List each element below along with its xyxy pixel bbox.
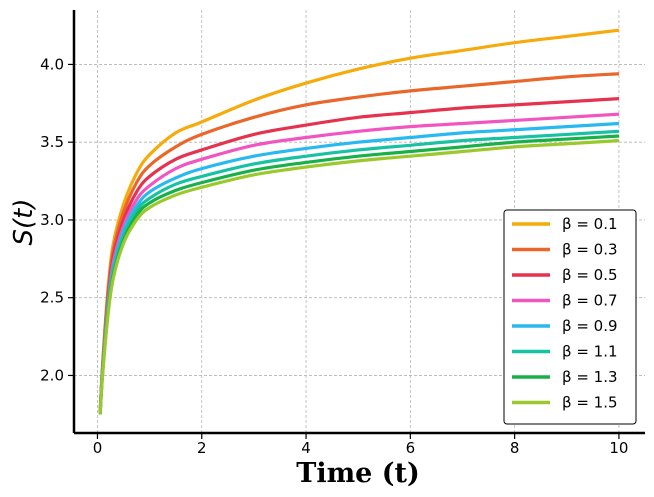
y-ticks: 2.0 2.5 3.0 3.5 4.0 xyxy=(40,55,74,384)
legend-label: β = 1.3 xyxy=(562,368,618,386)
x-tick-label: 0 xyxy=(93,439,103,457)
x-tick-label: 6 xyxy=(406,439,416,457)
y-tick-label: 3.0 xyxy=(40,211,64,229)
x-tick-label: 8 xyxy=(510,439,520,457)
legend-label: β = 0.3 xyxy=(562,241,618,259)
legend-box xyxy=(503,209,637,425)
axes xyxy=(72,10,645,435)
x-axis-label: Time (t) xyxy=(296,458,420,489)
legend-label: β = 1.1 xyxy=(562,343,618,361)
legend: β = 0.1 β = 0.3 β = 0.5 β = 0.7 β = 0.9 β = 1… xyxy=(503,209,637,425)
legend-label: β = 1.5 xyxy=(562,394,618,412)
legend-label: β = 0.1 xyxy=(562,215,618,233)
legend-label: β = 0.7 xyxy=(562,292,618,310)
y-tick-label: 4.0 xyxy=(40,55,64,73)
x-tick-label: 10 xyxy=(609,439,628,457)
legend-label: β = 0.9 xyxy=(562,317,618,335)
y-tick-label: 3.5 xyxy=(40,133,64,151)
series-line-7 xyxy=(98,139,620,415)
y-tick-label: 2.0 xyxy=(40,366,64,384)
x-tick-label: 2 xyxy=(197,439,207,457)
series-lines xyxy=(98,28,620,415)
y-tick-label: 2.5 xyxy=(40,289,64,307)
y-axis-label: S(t) xyxy=(9,199,39,246)
x-tick-label: 4 xyxy=(301,439,311,457)
legend-label: β = 0.5 xyxy=(562,266,618,284)
x-ticks: 0 2 4 6 8 10 xyxy=(93,433,628,457)
